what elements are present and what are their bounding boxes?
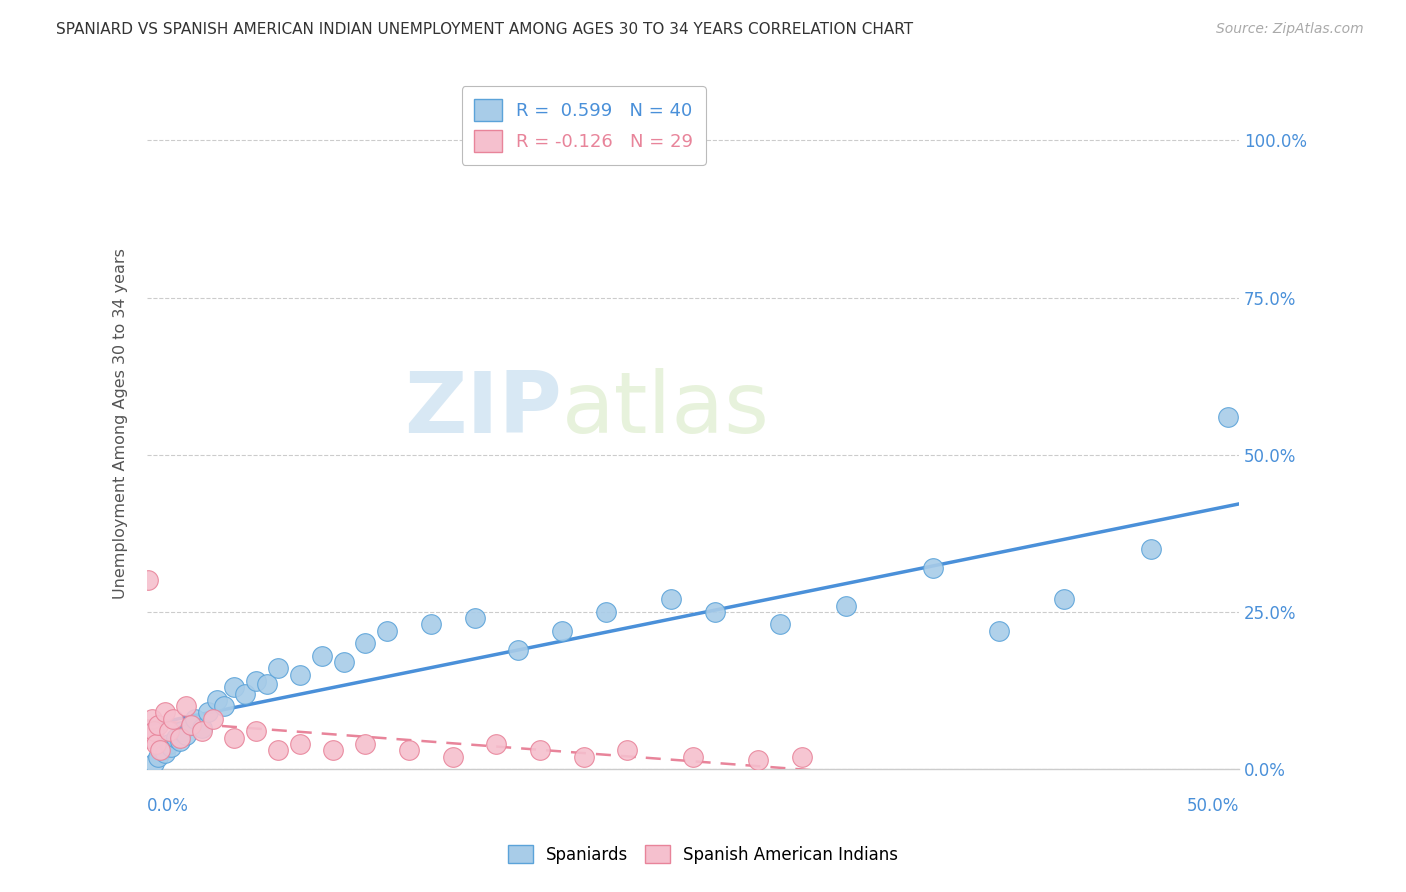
Point	[792, 749, 814, 764]
Point	[142, 756, 165, 770]
Point	[420, 617, 443, 632]
Point	[153, 706, 176, 720]
Point	[224, 681, 246, 695]
Text: atlas: atlas	[562, 368, 770, 451]
Point	[146, 749, 169, 764]
Point	[529, 743, 551, 757]
Point	[267, 743, 290, 757]
Point	[1140, 541, 1163, 556]
Point	[616, 743, 638, 757]
Point	[354, 737, 377, 751]
Point	[141, 712, 163, 726]
Point	[190, 724, 212, 739]
Point	[176, 699, 198, 714]
Point	[508, 642, 530, 657]
Point	[485, 737, 508, 751]
Point	[922, 561, 945, 575]
Point	[769, 617, 792, 632]
Point	[153, 747, 176, 761]
Text: 50.0%: 50.0%	[1187, 797, 1239, 814]
Point	[184, 712, 207, 726]
Point	[398, 743, 420, 757]
Point	[267, 661, 290, 675]
Point	[138, 731, 160, 745]
Point	[256, 677, 278, 691]
Point	[212, 699, 235, 714]
Point	[180, 718, 202, 732]
Point	[162, 712, 184, 726]
Point	[136, 574, 159, 588]
Point	[205, 693, 228, 707]
Text: 0.0%: 0.0%	[148, 797, 188, 814]
Point	[149, 743, 172, 757]
Point	[201, 712, 224, 726]
Point	[235, 687, 257, 701]
Point	[375, 624, 398, 638]
Point	[551, 624, 574, 638]
Point	[572, 749, 595, 764]
Point	[146, 718, 169, 732]
Y-axis label: Unemployment Among Ages 30 to 34 years: Unemployment Among Ages 30 to 34 years	[114, 248, 128, 599]
Point	[224, 731, 246, 745]
Point	[703, 605, 725, 619]
Point	[190, 721, 212, 735]
Point	[441, 749, 464, 764]
Point	[245, 724, 267, 739]
Point	[288, 667, 311, 681]
Point	[165, 731, 187, 745]
Point	[152, 743, 174, 757]
Point	[142, 724, 165, 739]
Point	[197, 706, 219, 720]
Point	[180, 718, 202, 732]
Point	[160, 740, 183, 755]
Point	[987, 624, 1010, 638]
Text: SPANIARD VS SPANISH AMERICAN INDIAN UNEMPLOYMENT AMONG AGES 30 TO 34 YEARS CORRE: SPANIARD VS SPANISH AMERICAN INDIAN UNEM…	[56, 22, 914, 37]
Point	[157, 724, 180, 739]
Point	[145, 737, 167, 751]
Text: Source: ZipAtlas.com: Source: ZipAtlas.com	[1216, 22, 1364, 37]
Point	[595, 605, 617, 619]
Point	[747, 753, 769, 767]
Point	[1216, 409, 1239, 424]
Point	[169, 731, 191, 745]
Point	[245, 674, 267, 689]
Point	[311, 648, 333, 663]
Point	[354, 636, 377, 650]
Legend: Spaniards, Spanish American Indians: Spaniards, Spanish American Indians	[501, 838, 905, 871]
Point	[835, 599, 858, 613]
Point	[1053, 592, 1076, 607]
Legend: R =  0.599   N = 40, R = -0.126   N = 29: R = 0.599 N = 40, R = -0.126 N = 29	[461, 87, 706, 165]
Point	[172, 724, 194, 739]
Point	[332, 655, 354, 669]
Point	[176, 727, 198, 741]
Point	[682, 749, 704, 764]
Point	[157, 737, 180, 751]
Point	[322, 743, 344, 757]
Point	[464, 611, 486, 625]
Point	[288, 737, 311, 751]
Text: ZIP: ZIP	[405, 368, 562, 451]
Point	[169, 733, 191, 747]
Point	[659, 592, 682, 607]
